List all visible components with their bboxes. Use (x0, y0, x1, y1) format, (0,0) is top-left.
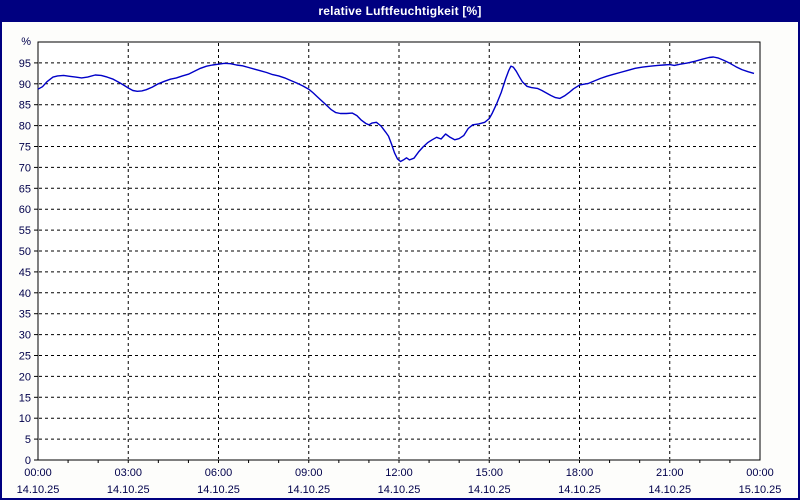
x-tick-date-label: 14.10.25 (468, 484, 511, 496)
y-tick-label: 10 (19, 413, 31, 425)
x-tick-time-label: 21:00 (656, 467, 684, 479)
y-tick-label: 15 (19, 392, 31, 404)
y-tick-label: 20 (19, 371, 31, 383)
x-tick-date-label: 14.10.25 (17, 484, 60, 496)
x-tick-date-label: 14.10.25 (558, 484, 601, 496)
x-tick-date-label: 14.10.25 (648, 484, 691, 496)
humidity-line (37, 56, 755, 163)
x-tick-time-label: 00:00 (24, 467, 52, 479)
y-tick-label: 50 (19, 246, 31, 258)
x-tick-time-label: 09:00 (295, 467, 323, 479)
x-tick-time-label: 03:00 (114, 467, 142, 479)
x-tick-date-label: 14.10.25 (107, 484, 150, 496)
y-tick-label: 40 (19, 288, 31, 300)
y-tick-label: 0 (25, 455, 31, 467)
x-tick-time-label: 15:00 (475, 467, 503, 479)
y-tick-label: 55 (19, 225, 31, 237)
x-tick-time-label: 18:00 (566, 467, 594, 479)
title-bar[interactable]: relative Luftfeuchtigkeit [%] (0, 0, 800, 22)
y-tick-label: 75 (19, 142, 31, 154)
y-tick-label: 65 (19, 183, 31, 195)
y-tick-label: 60 (19, 204, 31, 216)
y-tick-label: 35 (19, 309, 31, 321)
y-tick-label: 45 (19, 267, 31, 279)
y-tick-label: 95 (19, 58, 31, 70)
y-tick-label: 90 (19, 79, 31, 91)
x-tick-date-label: 14.10.25 (197, 484, 240, 496)
x-tick-time-label: 06:00 (205, 467, 233, 479)
plot-border (37, 41, 761, 461)
x-tick-date-label: 15.10.25 (739, 484, 782, 496)
x-tick-time-label: 12:00 (385, 467, 413, 479)
y-tick-label: 85 (19, 100, 31, 112)
y-tick-label: 80 (19, 121, 31, 133)
x-tick-time-label: 00:00 (746, 467, 774, 479)
y-tick-label: 30 (19, 330, 31, 342)
x-tick-date-label: 14.10.25 (287, 484, 330, 496)
y-tick-label: 25 (19, 351, 31, 363)
window-title: relative Luftfeuchtigkeit [%] (318, 4, 482, 18)
y-axis-unit-label: % (21, 36, 31, 48)
y-tick-label: 5 (25, 434, 31, 446)
x-tick-date-label: 14.10.25 (378, 484, 421, 496)
y-tick-label: 70 (19, 162, 31, 174)
